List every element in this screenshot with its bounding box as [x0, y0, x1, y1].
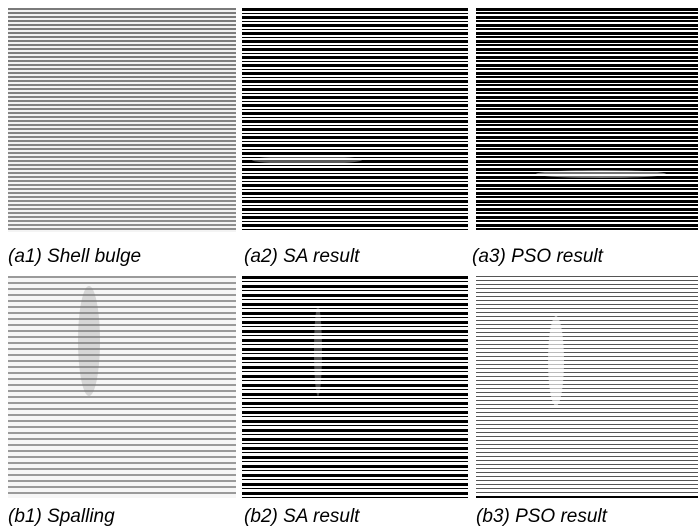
figure: {"panels": [ {"caption": "(a1) Shell bul…	[0, 0, 698, 532]
panel-image	[8, 8, 236, 232]
caption: (a3) PSO result	[472, 246, 603, 268]
caption: (a2) SA result	[244, 246, 359, 268]
caption: (b1) Spalling	[8, 506, 115, 528]
caption: (a1) Shell bulge	[8, 246, 141, 268]
defect-region	[314, 306, 322, 396]
panel-image	[476, 8, 698, 232]
defect-region	[78, 286, 100, 396]
caption: (b3) PSO result	[476, 506, 607, 528]
defect-region	[536, 170, 666, 178]
caption: (b2) SA result	[244, 506, 359, 528]
panel-image	[476, 276, 698, 498]
panel-image	[242, 276, 468, 498]
panel-image	[8, 276, 236, 498]
defect-region	[548, 316, 564, 406]
panel-image	[242, 8, 468, 232]
defect-region	[252, 156, 362, 164]
